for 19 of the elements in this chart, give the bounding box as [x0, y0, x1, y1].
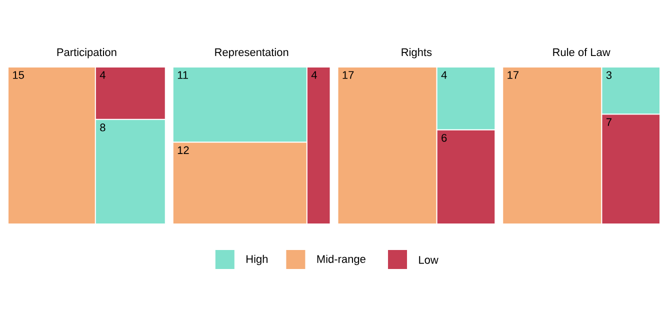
- category-label: Rights: [402, 48, 432, 58]
- data-label: 4: [441, 71, 447, 79]
- data-label: 4: [311, 71, 317, 79]
- data-label: 17: [342, 71, 354, 79]
- category-label: Rule of Law: [553, 48, 610, 56]
- data-label: 6: [442, 134, 447, 142]
- legend-label: High: [246, 254, 268, 266]
- category-label: Participation: [57, 48, 116, 58]
- data-label: 4: [100, 71, 106, 79]
- data-label: 17: [508, 71, 519, 79]
- data-label: 15: [13, 71, 24, 79]
- data-label: 12: [178, 146, 189, 154]
- legend-label: Low: [419, 256, 438, 264]
- data-label: 7: [606, 118, 612, 126]
- data-label: 11: [178, 71, 188, 79]
- legend-label: Mid-range: [317, 254, 366, 266]
- data-label: 3: [606, 71, 612, 79]
- category-label: Representation: [215, 48, 288, 58]
- data-label: 8: [100, 124, 106, 132]
